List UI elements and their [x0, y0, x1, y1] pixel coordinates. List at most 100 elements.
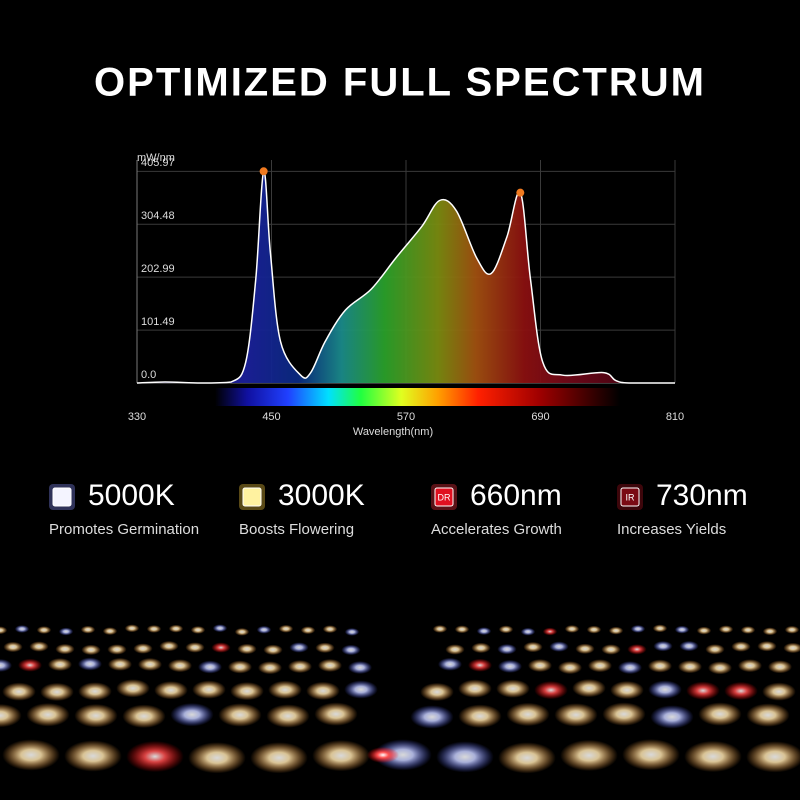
led: [29, 641, 49, 652]
led: [746, 741, 800, 773]
led: [558, 661, 582, 675]
led: [146, 625, 162, 633]
led: [0, 626, 8, 635]
y-tick-label: 0.0: [141, 369, 156, 381]
led: [432, 625, 448, 633]
led: [534, 681, 568, 700]
led: [497, 643, 517, 655]
led: [696, 626, 712, 635]
led: [476, 627, 492, 635]
led: [458, 704, 502, 728]
feature-value: 5000K: [88, 479, 175, 512]
spectrum-bar: [215, 388, 620, 406]
led: [314, 702, 358, 726]
led: [586, 625, 602, 634]
y-axis-label: mW/nm: [137, 152, 175, 164]
led: [315, 642, 335, 653]
led: [230, 682, 264, 701]
led: [560, 739, 618, 772]
feature-value: 730nm: [656, 479, 748, 512]
led: [498, 625, 514, 634]
icon: [242, 487, 262, 507]
led: [300, 626, 316, 635]
led: [652, 624, 668, 633]
icon: [620, 487, 640, 507]
led: [64, 740, 122, 772]
led: [757, 641, 777, 652]
icon: [52, 487, 72, 507]
led: [549, 641, 569, 652]
led: [564, 625, 580, 633]
led: [18, 658, 42, 672]
led: [498, 742, 556, 774]
led: [212, 624, 228, 633]
led: [445, 644, 465, 655]
led: [126, 740, 184, 773]
icon-label: IR: [626, 492, 636, 502]
led: [410, 705, 454, 729]
led: [768, 660, 792, 674]
spectrum-line: [136, 170, 675, 384]
led: [188, 742, 246, 774]
led: [78, 657, 102, 671]
led: [122, 704, 166, 728]
x-tick-label: 330: [128, 411, 146, 423]
led: [610, 680, 644, 700]
x-tick-label: 810: [666, 411, 684, 423]
led: [0, 703, 22, 728]
led: [80, 625, 96, 634]
led: [630, 624, 646, 633]
led: [170, 702, 214, 727]
led: [263, 644, 283, 656]
led: [2, 739, 60, 771]
feature-caption: Boosts Flowering: [239, 521, 354, 538]
led: [312, 740, 370, 772]
spectrum-area: [137, 171, 675, 383]
led: [436, 741, 494, 773]
led: [168, 624, 184, 633]
icon-label: DR: [438, 492, 451, 502]
led: [138, 657, 162, 671]
led: [762, 682, 796, 701]
led: [348, 661, 372, 675]
led: [708, 661, 732, 675]
led: [190, 626, 206, 634]
led: [211, 642, 231, 653]
led: [102, 627, 118, 636]
led: [731, 641, 751, 652]
led: [107, 644, 127, 655]
led: [48, 658, 72, 672]
led: [438, 657, 462, 671]
led: [266, 704, 310, 728]
led: [601, 644, 621, 655]
led: [344, 628, 360, 636]
led: [648, 680, 682, 699]
led: [724, 681, 758, 701]
led: [3, 641, 23, 653]
led: [783, 642, 800, 654]
led: [458, 679, 492, 698]
led: [78, 682, 112, 701]
led: [471, 642, 491, 654]
led: [572, 678, 606, 698]
led: [36, 626, 52, 634]
y-tick-label: 405.97: [141, 157, 175, 169]
led: [653, 640, 673, 652]
x-axis-label: Wavelength(nm): [353, 426, 433, 438]
led: [698, 702, 742, 726]
led: [318, 658, 342, 672]
x-tick-label: 450: [262, 411, 280, 423]
led: [554, 703, 598, 727]
led: [322, 625, 338, 634]
feature-value: 660nm: [470, 479, 562, 512]
led: [528, 659, 552, 673]
led: [738, 659, 762, 673]
led: [684, 740, 742, 773]
led: [627, 644, 647, 655]
y-tick-label: 202.99: [141, 263, 175, 275]
led: [520, 627, 536, 636]
led: [159, 640, 179, 652]
led: [185, 642, 205, 653]
led: [237, 643, 257, 655]
